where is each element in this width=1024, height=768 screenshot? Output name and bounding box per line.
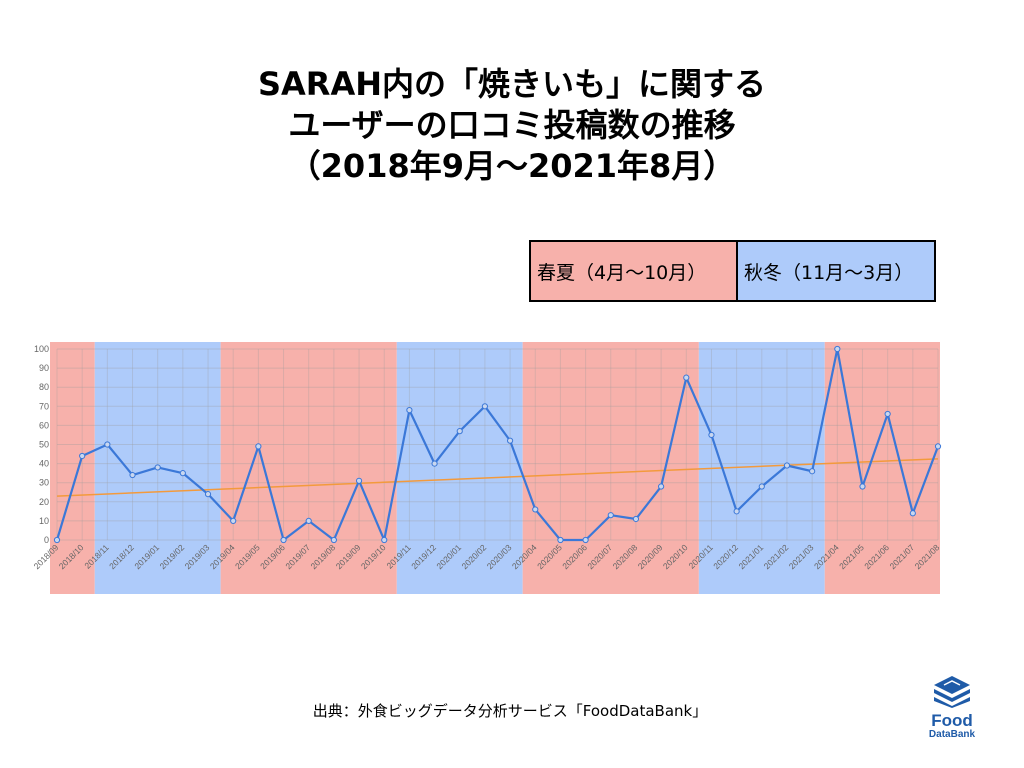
season-band-autumn-winter xyxy=(396,342,523,594)
title-line-2: ユーザーの口コミ投稿数の推移 xyxy=(288,106,736,144)
season-band-spring-summer xyxy=(50,342,95,594)
data-point xyxy=(683,374,690,381)
legend: 春夏（4月〜10月） 秋冬（11月〜3月） xyxy=(529,240,936,302)
data-point xyxy=(355,477,363,484)
data-point xyxy=(179,470,186,477)
line-chart: 01020304050607080901002018/092018/102018… xyxy=(32,342,942,594)
data-point xyxy=(381,536,388,544)
data-point xyxy=(79,452,86,460)
data-point xyxy=(280,536,287,544)
data-point xyxy=(909,510,916,517)
data-point xyxy=(230,517,237,524)
chart-title: SARAH内の「焼きいも」に関する ユーザーの口コミ投稿数の推移 （2018年9… xyxy=(0,64,1024,187)
data-point xyxy=(406,407,413,414)
data-point xyxy=(104,441,111,448)
y-tick-label: 40 xyxy=(39,459,49,469)
data-point xyxy=(884,410,891,418)
data-point xyxy=(456,428,463,435)
season-band-spring-summer xyxy=(522,342,699,594)
y-tick-label: 20 xyxy=(39,497,49,507)
title-line-3: （2018年9月〜2021年8月） xyxy=(288,147,736,185)
y-tick-label: 90 xyxy=(39,363,49,373)
y-tick-label: 50 xyxy=(39,440,49,450)
y-tick-label: 0 xyxy=(44,535,49,545)
data-point xyxy=(204,491,212,498)
data-point xyxy=(481,403,489,410)
data-point xyxy=(607,512,614,519)
y-tick-label: 70 xyxy=(39,401,49,411)
y-tick-label: 10 xyxy=(39,516,49,526)
series-line xyxy=(55,347,940,542)
data-point xyxy=(557,536,564,544)
data-point xyxy=(859,483,866,490)
data-point xyxy=(154,464,161,471)
data-point xyxy=(934,443,942,450)
data-point xyxy=(255,443,262,450)
data-point xyxy=(809,468,816,475)
data-point xyxy=(632,515,640,523)
data-point xyxy=(305,517,312,524)
data-point xyxy=(53,536,61,544)
data-point xyxy=(330,536,337,544)
data-point xyxy=(758,483,765,490)
fooddatabank-logo: Food DataBank xyxy=(918,674,986,741)
logo-sub: DataBank xyxy=(928,729,976,740)
data-point xyxy=(783,462,791,469)
data-point xyxy=(506,437,514,444)
data-point xyxy=(582,536,589,544)
y-tick-label: 100 xyxy=(34,344,49,354)
title-line-1: SARAH内の「焼きいも」に関する xyxy=(257,65,766,103)
source-credit: 出典：外食ビッグデータ分析サービス「FoodDataBank」 xyxy=(312,702,708,720)
y-tick-label: 80 xyxy=(39,382,49,392)
data-point xyxy=(129,471,136,479)
data-point xyxy=(532,506,539,513)
legend-spring-summer: 春夏（4月〜10月） xyxy=(529,240,738,302)
data-point xyxy=(733,508,740,515)
data-point xyxy=(708,431,715,439)
y-tick-label: 60 xyxy=(39,420,49,430)
legend-autumn-winter: 秋冬（11月〜3月） xyxy=(736,240,936,302)
logo-icon xyxy=(934,676,970,708)
data-point xyxy=(431,460,438,467)
data-point xyxy=(834,345,841,353)
y-tick-label: 30 xyxy=(39,478,49,488)
data-point xyxy=(658,483,665,490)
logo-word: Food xyxy=(931,711,973,730)
